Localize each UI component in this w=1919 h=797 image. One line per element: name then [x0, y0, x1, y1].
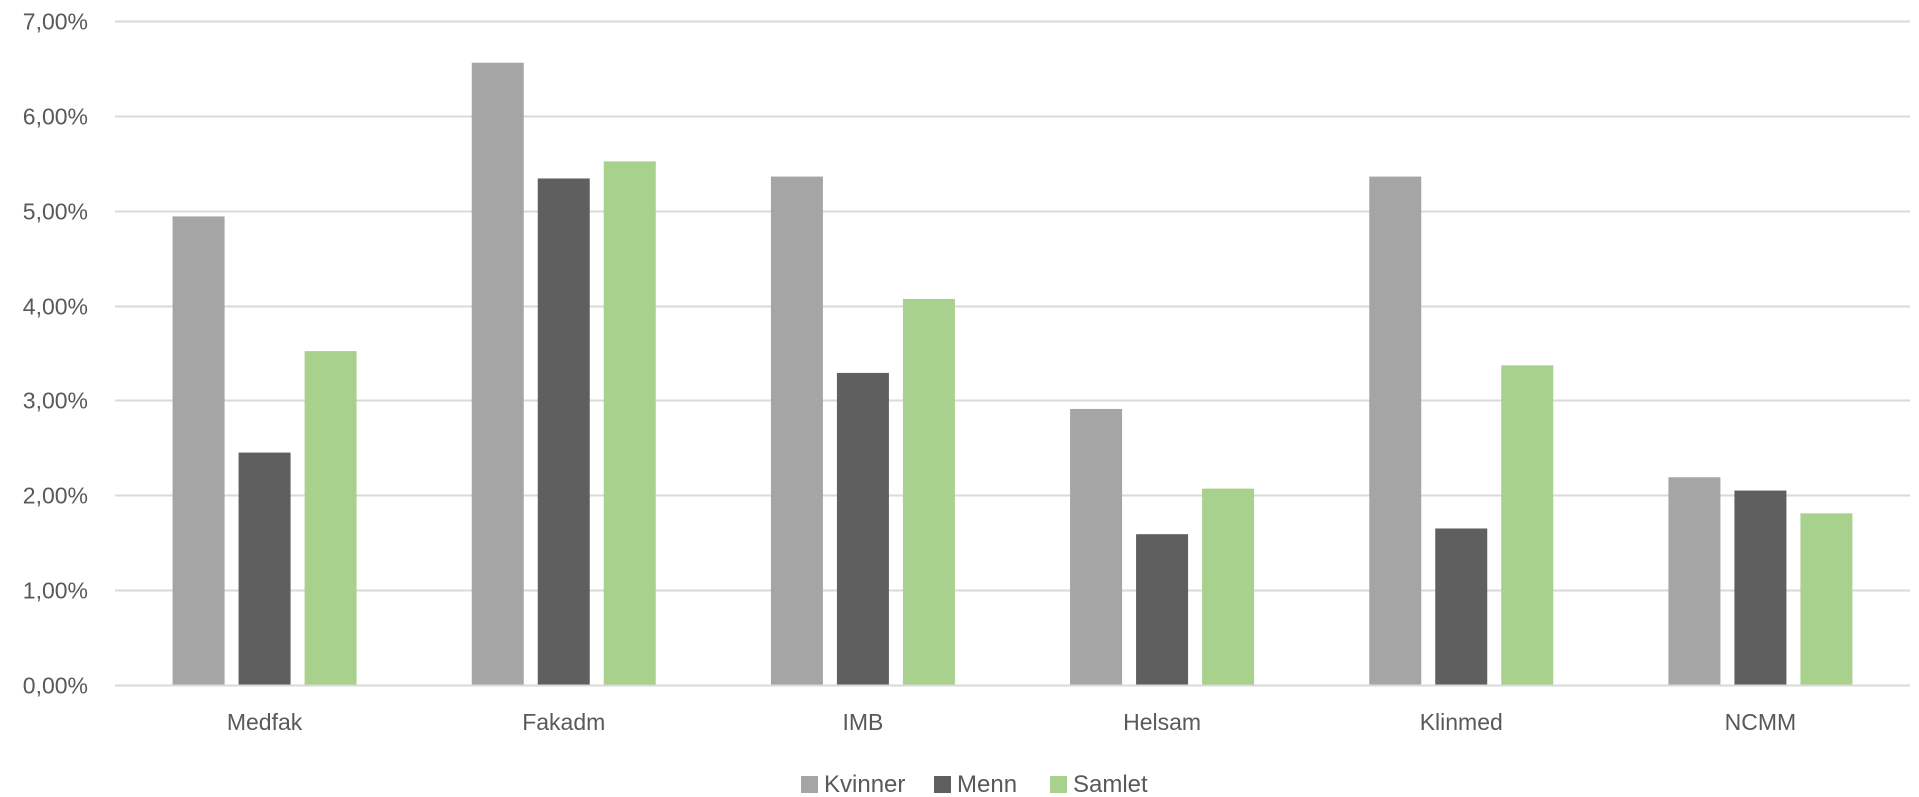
bar-klinmed-kvinner [1369, 176, 1422, 685]
gridlines [115, 20, 1910, 687]
legend-swatch-samlet [1050, 776, 1067, 793]
bar-medfak-samlet [304, 351, 357, 685]
legend: Kvinner Menn Samlet [801, 771, 1148, 797]
x-tick-label-fakadm: Fakadm [522, 709, 605, 735]
bar-ncmm-kvinner [1668, 477, 1721, 685]
y-tick-label-4: 4,00% [23, 294, 88, 320]
x-tick-label-helsam: Helsam [1123, 709, 1201, 735]
bar-imb-samlet [902, 298, 955, 685]
bar-helsam-kvinner [1070, 408, 1123, 685]
bar-imb-menn [836, 372, 889, 685]
bar-klinmed-menn [1435, 528, 1488, 685]
legend-swatch-kvinner [801, 776, 818, 793]
y-axis-tick-labels: 0,00% 1,00% 2,00% 3,00% 4,00% 5,00% 6,00% 7,00% [23, 9, 88, 699]
x-axis-tick-labels: Medfak Fakadm IMB Helsam Klinmed NCMM [227, 709, 1796, 735]
bar-fakadm-samlet [603, 161, 656, 686]
bar-imb-kvinner [770, 176, 823, 685]
x-tick-label-medfak: Medfak [227, 709, 303, 735]
y-tick-label-1: 1,00% [23, 578, 88, 604]
bar-fakadm-menn [537, 178, 590, 685]
bar-medfak-menn [238, 452, 291, 685]
y-tick-label-0: 0,00% [23, 673, 88, 699]
bar-klinmed-samlet [1501, 365, 1554, 685]
y-tick-label-3: 3,00% [23, 388, 88, 414]
y-tick-label-2: 2,00% [23, 483, 88, 509]
x-tick-label-imb: IMB [842, 709, 883, 735]
bar-helsam-samlet [1202, 488, 1255, 685]
bar-helsam-menn [1136, 534, 1189, 685]
legend-label-menn: Menn [957, 771, 1017, 797]
bar-fakadm-kvinner [471, 62, 524, 686]
legend-label-kvinner: Kvinner [824, 771, 905, 797]
bars [115, 62, 1910, 687]
bar-ncmm-menn [1734, 490, 1787, 685]
bar-ncmm-samlet [1800, 513, 1853, 685]
y-tick-label-6: 6,00% [23, 104, 88, 130]
x-tick-label-ncmm: NCMM [1725, 709, 1797, 735]
legend-label-samlet: Samlet [1073, 771, 1148, 797]
y-tick-label-5: 5,00% [23, 199, 88, 225]
legend-swatch-menn [934, 776, 951, 793]
bar-medfak-kvinner [172, 216, 225, 686]
x-tick-label-klinmed: Klinmed [1420, 709, 1503, 735]
y-tick-label-7: 7,00% [23, 9, 88, 35]
